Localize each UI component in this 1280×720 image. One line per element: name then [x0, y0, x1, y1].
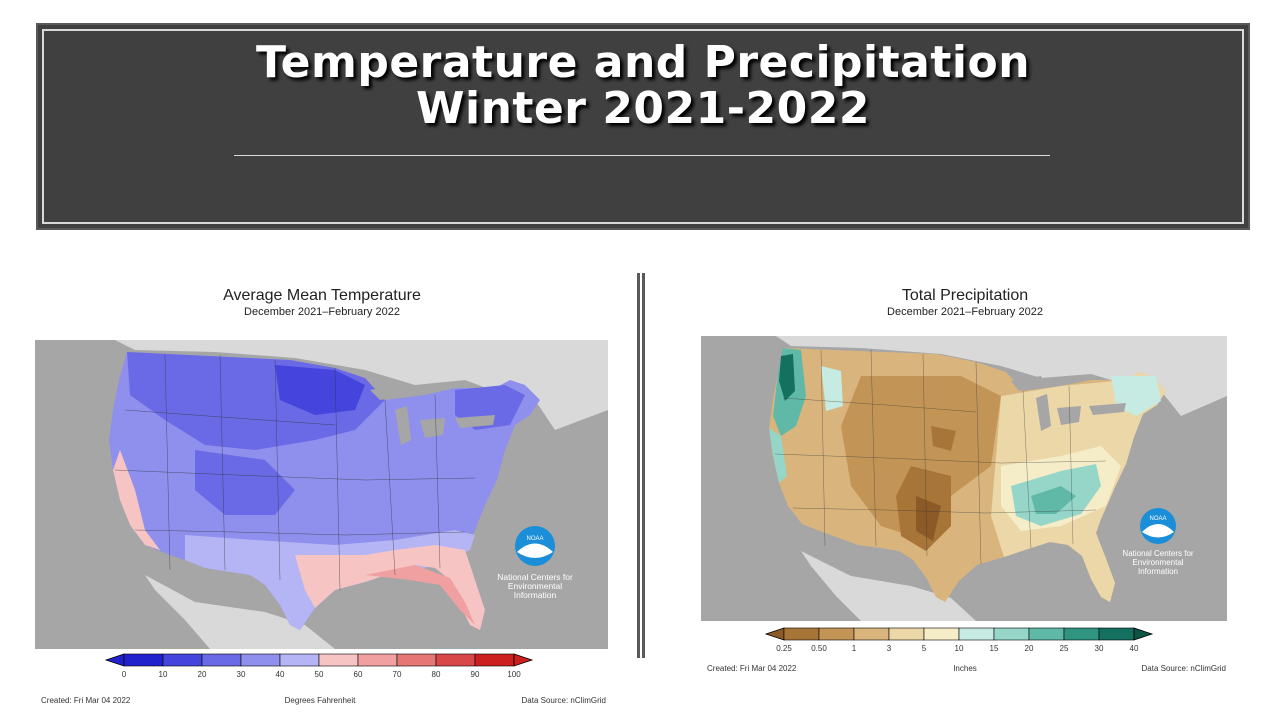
- temperature-panel: Average Mean Temperature December 2021–F…: [35, 287, 608, 705]
- precipitation-legend-swatch: [853, 627, 890, 641]
- temperature-map-subtitle: December 2021–February 2022: [244, 306, 400, 318]
- precipitation-legend-tick: 15: [990, 644, 999, 653]
- temperature-legend-tick: 10: [159, 670, 168, 679]
- precipitation-legend-swatch: [923, 627, 960, 641]
- temperature-legend-tick: 90: [471, 670, 480, 679]
- precipitation-legend-swatch: [1098, 627, 1135, 641]
- org-line1: National Centers for: [497, 572, 573, 582]
- org-line2: Environmental: [508, 581, 562, 591]
- precipitation-unit-label: Inches: [953, 664, 977, 673]
- temperature-created: Created: Fri Mar 04 2022: [41, 696, 131, 705]
- temperature-map: NOAA National Centers for Environmental …: [35, 340, 608, 649]
- noaa-logo-text: NOAA: [526, 536, 543, 542]
- temperature-legend-tick: 80: [432, 670, 441, 679]
- precipitation-legend-swatch: [1028, 627, 1065, 641]
- temperature-legend: 0 10 20 30 40 50 60 70 80 90 100: [104, 653, 534, 679]
- precipitation-legend-tick: 20: [1025, 644, 1034, 653]
- precipitation-legend-tick: 3: [887, 644, 892, 653]
- temperature-legend-tick: 60: [354, 670, 363, 679]
- precipitation-legend-swatch: [818, 627, 855, 641]
- temperature-legend-tick: 100: [507, 670, 521, 679]
- precipitation-legend-tick: 1: [852, 644, 857, 653]
- banner-title-line1: Temperature and Precipitation: [255, 37, 1031, 88]
- banner-rule: [234, 155, 1050, 156]
- temperature-map-title: Average Mean Temperature: [223, 287, 421, 304]
- banner-title-line2: Winter 2021-2022: [415, 83, 870, 134]
- org-line3: Information: [514, 590, 557, 600]
- noaa-logo-text: NOAA: [1149, 516, 1166, 522]
- temperature-legend-tick: 30: [237, 670, 246, 679]
- temperature-legend-arrow-high: [513, 653, 534, 667]
- temperature-legend-tick: 40: [276, 670, 285, 679]
- temperature-legend-tick: 50: [315, 670, 324, 679]
- title-banner: Temperature and Precipitation Winter 202…: [36, 23, 1250, 230]
- precipitation-legend-tick: 25: [1060, 644, 1069, 653]
- precipitation-map-title: Total Precipitation: [901, 287, 1029, 304]
- temperature-legend-tick: 20: [198, 670, 207, 679]
- precipitation-legend-tick: 40: [1130, 644, 1139, 653]
- panel-divider: [637, 273, 646, 658]
- precipitation-legend-swatch: [783, 627, 820, 641]
- precipitation-legend-tick: 5: [922, 644, 927, 653]
- temperature-data-source: Data Source: nClimGrid: [521, 696, 606, 705]
- org-line2: Environmental: [1132, 558, 1183, 567]
- org-line3: Information: [1138, 567, 1178, 576]
- precipitation-map-subtitle: December 2021–February 2022: [887, 306, 1043, 318]
- precipitation-legend-tick: 0.25: [776, 644, 792, 653]
- banner-inner-frame: [42, 29, 1244, 224]
- precipitation-created: Created: Fri Mar 04 2022: [707, 664, 797, 673]
- temperature-unit-label: Degrees Fahrenheit: [284, 696, 356, 705]
- precipitation-legend-swatch: [958, 627, 995, 641]
- precipitation-legend-tick: 10: [955, 644, 964, 653]
- precipitation-legend-swatch: [888, 627, 925, 641]
- precipitation-legend-swatch: [1063, 627, 1100, 641]
- org-line1: National Centers for: [1122, 549, 1193, 558]
- precipitation-legend-tick: 30: [1095, 644, 1104, 653]
- temperature-legend-tick: 70: [393, 670, 402, 679]
- precipitation-legend-swatch: [993, 627, 1030, 641]
- precipitation-legend-tick: 0.50: [811, 644, 827, 653]
- precipitation-legend: 0.25 0.50 1 3 5 10 15 20 25 30 40: [764, 627, 1154, 653]
- precipitation-legend-arrow-high: [1133, 627, 1154, 641]
- precipitation-legend-arrow-low: [764, 627, 785, 641]
- precipitation-data-source: Data Source: nClimGrid: [1141, 664, 1226, 673]
- precipitation-map: NOAA National Centers for Environmental …: [701, 336, 1227, 621]
- temperature-legend-tick: 0: [122, 670, 127, 679]
